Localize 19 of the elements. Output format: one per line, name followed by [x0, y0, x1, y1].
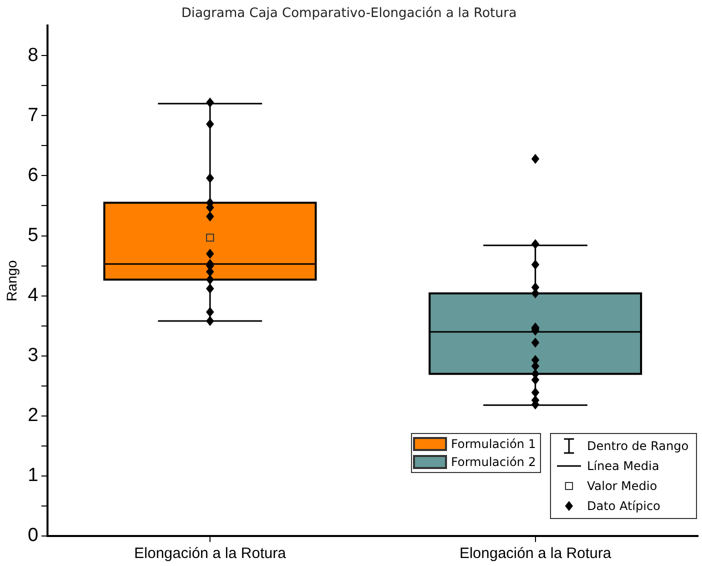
y-tick-label: 2: [28, 405, 38, 426]
annotation: Dentro de Rango: [587, 439, 689, 453]
y-tick-label: 0: [28, 525, 38, 546]
x-tick-label: Elongación a la Rotura: [459, 545, 612, 562]
y-tick-label: 7: [28, 104, 38, 126]
legend-label: Formulación 1: [451, 437, 536, 451]
y-tick-label: 3: [28, 345, 38, 366]
y-tick-label: 8: [28, 44, 38, 66]
y-tick-label: 4: [28, 285, 39, 306]
chart-title: Diagrama Caja Comparativo-Elongación a la Rotura: [181, 6, 517, 22]
y-tick-label: 5: [28, 225, 38, 246]
y-axis-title: Rango: [3, 260, 20, 302]
annotation: Dato Atípico: [587, 499, 660, 513]
y-tick-label: 6: [28, 164, 38, 186]
annotation: Línea Media: [587, 459, 660, 473]
y-tick-label: 1: [28, 465, 38, 486]
x-tick-label: Elongación a la Rotura: [134, 545, 287, 562]
annotation: Valor Medio: [587, 479, 658, 493]
legend-label: Formulación 2: [451, 455, 536, 469]
